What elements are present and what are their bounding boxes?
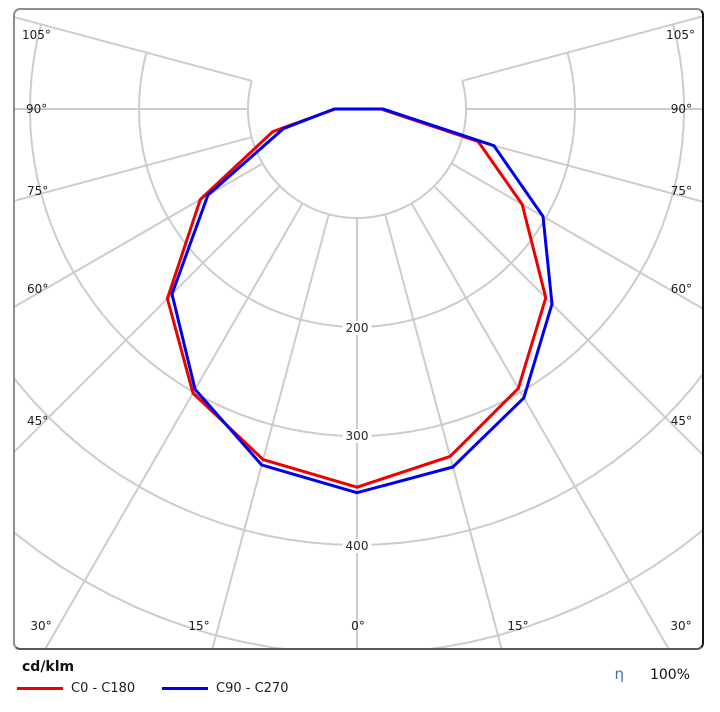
angle-label-right-90: 90° [670, 102, 692, 116]
polar-diagram-frame: 105° 90° 75° 60° 45° 105° 90° 75° 60° 45… [13, 8, 704, 650]
legend-label-c90-c270: C90 - C270 [216, 681, 289, 696]
angle-label-left-45: 45° [27, 414, 49, 428]
angle-label-bottom-30R: 30° [670, 619, 692, 633]
angle-label-left-105: 105° [22, 28, 51, 42]
eta-symbol: η [614, 665, 624, 683]
angle-label-bottom-15R: 15° [507, 619, 529, 633]
legend-item-c90-c270: C90 - C270 [162, 681, 288, 696]
angle-label-left-60: 60° [27, 282, 49, 296]
angle-label-bottom-15L: 15° [188, 619, 210, 633]
angle-label-right-45: 45° [670, 414, 692, 428]
legend-item-c0-c180: C0 - C180 [17, 681, 135, 696]
unit-label: cd/klm [22, 659, 75, 675]
angle-label-bottom-0: 0° [351, 619, 365, 633]
efficiency-readout: η 100% [614, 665, 690, 683]
angle-label-right-105: 105° [666, 28, 695, 42]
angle-label-right-75: 75° [670, 184, 692, 198]
legend-swatch-red-line [17, 687, 63, 690]
angle-label-bottom-30L: 30° [30, 619, 52, 633]
radial-label-400: 400 [342, 539, 372, 553]
radial-label-200: 200 [342, 321, 372, 335]
legend-label-c0-c180: C0 - C180 [71, 681, 136, 696]
angle-label-left-75: 75° [27, 184, 49, 198]
legend-swatch-blue-line [162, 687, 208, 690]
radial-label-300: 300 [342, 429, 372, 443]
angle-label-left-90: 90° [26, 102, 48, 116]
eta-value: 100% [649, 667, 690, 683]
angle-label-right-60: 60° [670, 282, 692, 296]
